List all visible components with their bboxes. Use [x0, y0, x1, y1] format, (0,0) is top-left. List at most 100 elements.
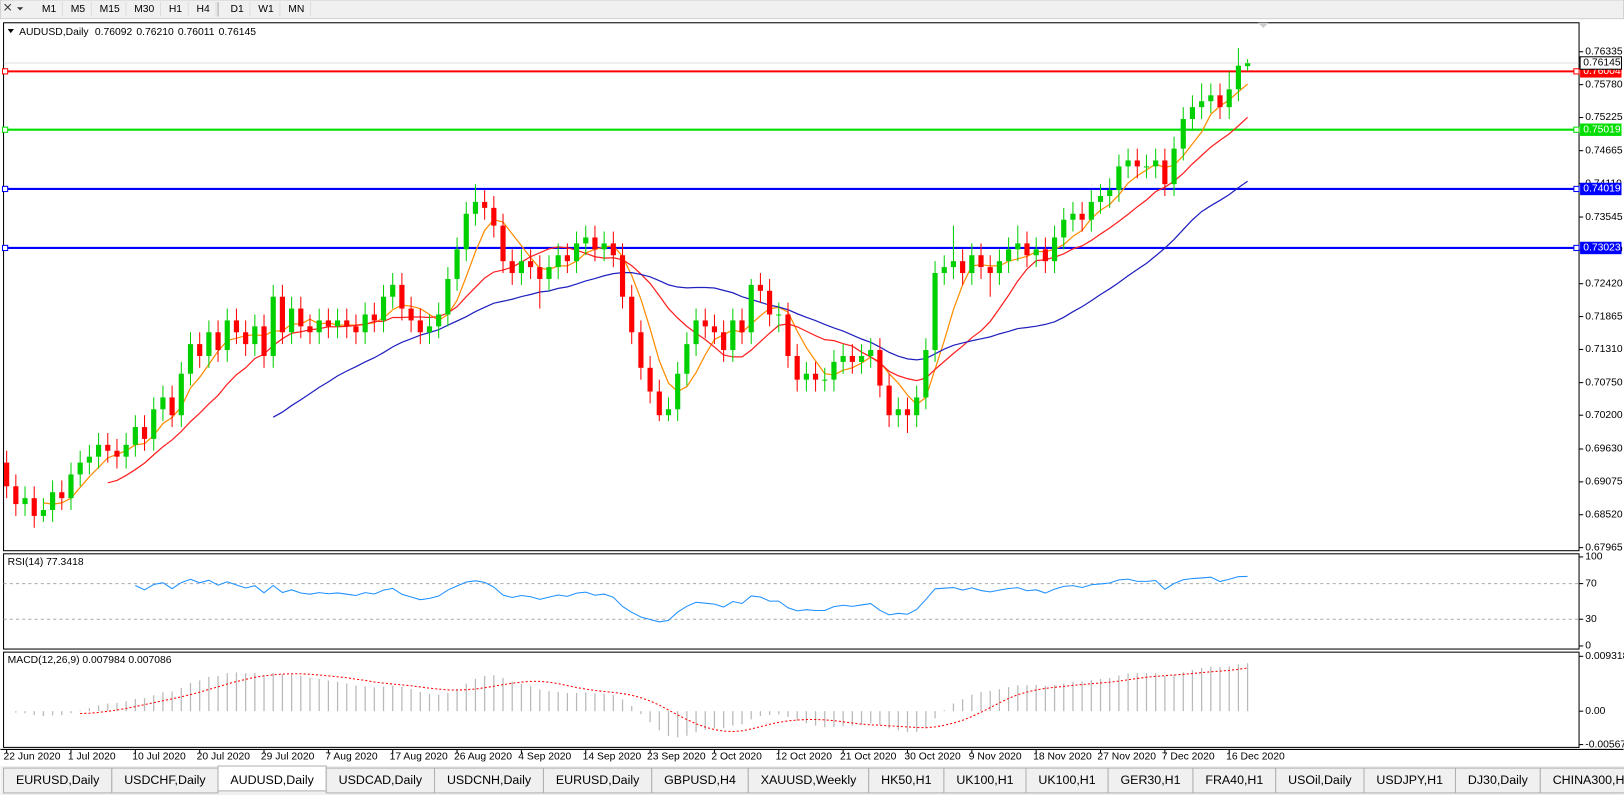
level-handle[interactable]	[1, 244, 9, 252]
tab-label[interactable]: HK50,H1	[881, 773, 931, 787]
candle-body	[1116, 166, 1122, 191]
candle-body	[1143, 166, 1150, 168]
candle-body	[482, 201, 488, 208]
level-handle[interactable]	[1, 68, 9, 75]
y-tick-label: 0.75225	[1585, 112, 1623, 123]
x-tick-label: 4 Sep 2020	[518, 751, 571, 762]
tab-label[interactable]: USOil,Daily	[1288, 773, 1352, 787]
candle-body	[243, 332, 249, 345]
tab-label[interactable]: GER30,H1	[1121, 773, 1181, 787]
shift-marker	[1258, 22, 1269, 28]
x-tick-label: 17 Aug 2020	[390, 751, 448, 762]
toolbar-dropdown[interactable]	[17, 7, 24, 11]
level-handle[interactable]	[1, 126, 9, 133]
candle-body	[50, 492, 56, 511]
tab-label[interactable]: CHINA300,H1	[1553, 773, 1624, 787]
y-tick-label: 0.72420	[1585, 278, 1623, 289]
candle-body	[1217, 95, 1223, 108]
tab-label[interactable]: EURUSD,Daily	[16, 773, 100, 787]
timeframe-button[interactable]: H4	[197, 4, 210, 15]
candle-body	[914, 397, 920, 416]
header-arrow[interactable]	[7, 28, 14, 34]
tab[interactable]	[747, 767, 870, 794]
tab-label[interactable]: GBPUSD,H4	[664, 773, 736, 787]
candle-body	[923, 350, 929, 398]
x-tick-label: 26 Aug 2020	[454, 751, 512, 762]
y-tick-label: -0.005674	[1585, 739, 1624, 750]
tab[interactable]	[1363, 767, 1456, 794]
tab-label[interactable]: FRA40,H1	[1205, 773, 1263, 787]
candle-body	[776, 314, 782, 316]
candle-body	[472, 201, 479, 214]
y-tick-label: 0.70750	[1585, 377, 1623, 388]
level-handle[interactable]	[1573, 126, 1580, 133]
toolbar-icon[interactable]	[4, 3, 12, 11]
tab-label[interactable]: USDCAD,Daily	[339, 773, 423, 787]
candle-body	[895, 409, 901, 416]
candle-body	[105, 444, 111, 451]
timeframe-button[interactable]: H1	[169, 4, 182, 15]
tab-label[interactable]: DJ30,Daily	[1468, 773, 1529, 787]
candle-body	[1199, 101, 1205, 108]
tab-label[interactable]: USDJPY,H1	[1376, 773, 1443, 787]
tab[interactable]	[651, 767, 749, 794]
tab[interactable]	[1025, 767, 1109, 794]
macd-panel	[3, 651, 1580, 748]
level-handle[interactable]	[1573, 244, 1580, 252]
candle-body	[1024, 243, 1030, 256]
bid-price-box	[1579, 56, 1623, 70]
tab[interactable]	[1275, 767, 1365, 794]
tab-label[interactable]: EURUSD,Daily	[556, 773, 640, 787]
timeframe-button[interactable]: M15	[100, 4, 120, 15]
x-tick-label: 12 Oct 2020	[776, 751, 833, 762]
tab[interactable]	[1107, 767, 1194, 794]
tab[interactable]	[1454, 767, 1541, 794]
y-tick-label: 0.76335	[1585, 46, 1623, 57]
candle-body	[1006, 249, 1012, 262]
level-handle[interactable]	[1573, 185, 1580, 193]
timeframe-button[interactable]: M1	[42, 4, 57, 15]
tab-label[interactable]: AUDUSD,Daily	[230, 773, 314, 787]
candle-body	[684, 344, 690, 374]
tab-label[interactable]: UK100,H1	[956, 773, 1013, 787]
tab[interactable]	[1192, 767, 1277, 794]
timeframe-button[interactable]: D1	[230, 4, 243, 15]
bid-price-label: 0.76145	[1583, 58, 1621, 69]
timeframe-button[interactable]: M30	[134, 4, 154, 15]
candle-body	[1180, 118, 1186, 149]
tab[interactable]	[325, 767, 436, 794]
candle-body	[408, 308, 414, 321]
tab[interactable]	[542, 767, 653, 794]
tab[interactable]	[434, 767, 544, 794]
tab[interactable]	[217, 765, 327, 792]
tab-label[interactable]: UK100,H1	[1038, 773, 1095, 787]
tab[interactable]	[3, 767, 113, 794]
level-handle[interactable]	[1573, 68, 1580, 75]
candle-body	[748, 284, 754, 333]
candle-body	[187, 344, 194, 374]
tab-label[interactable]: USDCHF,Daily	[124, 773, 206, 787]
candle-body	[1134, 160, 1140, 167]
x-tick-label: 27 Nov 2020	[1097, 751, 1156, 762]
timeframe-button[interactable]: M5	[71, 4, 86, 15]
y-tick-label: 0.009318	[1585, 651, 1624, 662]
tab[interactable]	[111, 767, 219, 794]
toolbar	[0, 0, 1624, 20]
y-tick-label: 0.75780	[1585, 79, 1623, 90]
tab[interactable]	[943, 767, 1027, 794]
candle-body	[1235, 65, 1241, 90]
timeframe-button[interactable]: W1	[258, 4, 274, 15]
candle-body	[812, 373, 819, 380]
tab-label[interactable]: XAUUSD,Weekly	[761, 773, 857, 787]
y-tick-label: 0.69630	[1585, 444, 1623, 455]
candle-body	[380, 296, 387, 321]
level-handle[interactable]	[1, 185, 9, 193]
candle-body	[160, 397, 166, 410]
timeframe-button[interactable]: MN	[288, 4, 304, 15]
tab-label[interactable]: USDCNH,Daily	[447, 773, 532, 787]
candle-body	[1107, 190, 1113, 197]
rsi-panel	[3, 553, 1580, 650]
candle-body	[978, 255, 984, 268]
tab[interactable]	[1539, 767, 1624, 794]
